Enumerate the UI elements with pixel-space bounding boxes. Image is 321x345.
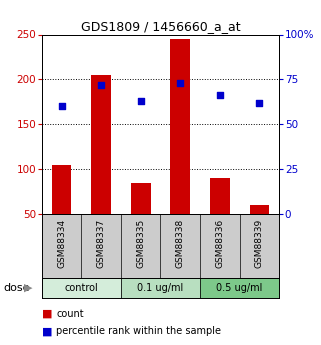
Text: dose: dose bbox=[3, 283, 30, 293]
Bar bbox=[170, 39, 190, 214]
Text: ■: ■ bbox=[42, 309, 52, 319]
Text: GSM88336: GSM88336 bbox=[215, 219, 224, 268]
Point bbox=[138, 98, 143, 104]
Title: GDS1809 / 1456660_a_at: GDS1809 / 1456660_a_at bbox=[81, 20, 240, 33]
Text: GSM88334: GSM88334 bbox=[57, 219, 66, 268]
Bar bbox=[200, 278, 279, 298]
Point bbox=[217, 93, 222, 98]
Point bbox=[59, 104, 64, 109]
Text: GSM88335: GSM88335 bbox=[136, 219, 145, 268]
Text: GSM88338: GSM88338 bbox=[176, 219, 185, 268]
Point bbox=[178, 80, 183, 86]
Bar bbox=[52, 165, 71, 214]
Bar bbox=[210, 178, 230, 214]
Text: count: count bbox=[56, 309, 84, 319]
Bar bbox=[121, 278, 200, 298]
Bar bbox=[42, 278, 121, 298]
Text: ■: ■ bbox=[42, 326, 52, 336]
Bar bbox=[131, 183, 151, 214]
Bar bbox=[249, 205, 269, 214]
Bar bbox=[91, 75, 111, 214]
Text: 0.5 ug/ml: 0.5 ug/ml bbox=[216, 283, 263, 293]
Text: GSM88339: GSM88339 bbox=[255, 219, 264, 268]
Text: percentile rank within the sample: percentile rank within the sample bbox=[56, 326, 221, 336]
Text: control: control bbox=[65, 283, 98, 293]
Text: GSM88337: GSM88337 bbox=[97, 219, 106, 268]
Text: 0.1 ug/ml: 0.1 ug/ml bbox=[137, 283, 184, 293]
Text: ▶: ▶ bbox=[24, 283, 32, 293]
Point bbox=[257, 100, 262, 106]
Point bbox=[99, 82, 104, 88]
